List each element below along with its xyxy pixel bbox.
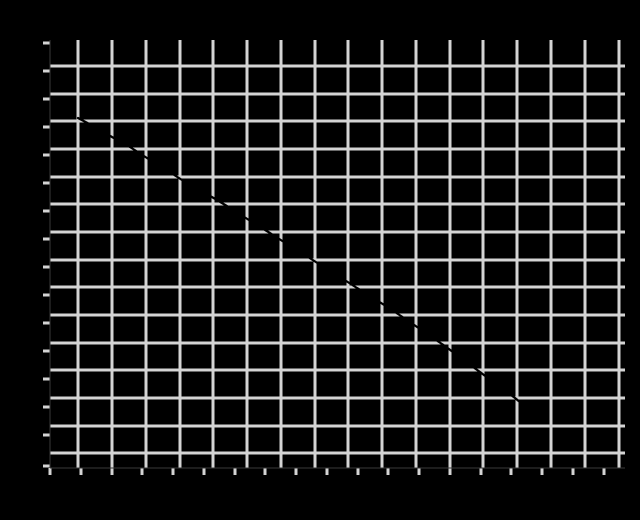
series-line	[76, 116, 547, 425]
axis-spines	[49, 40, 625, 469]
x-axis-ticks	[48, 468, 606, 475]
data-series-curve	[76, 116, 547, 425]
horizontal-gridlines	[50, 64, 625, 455]
vertical-gridlines	[76, 40, 621, 468]
y-axis-ticks	[43, 41, 50, 468]
